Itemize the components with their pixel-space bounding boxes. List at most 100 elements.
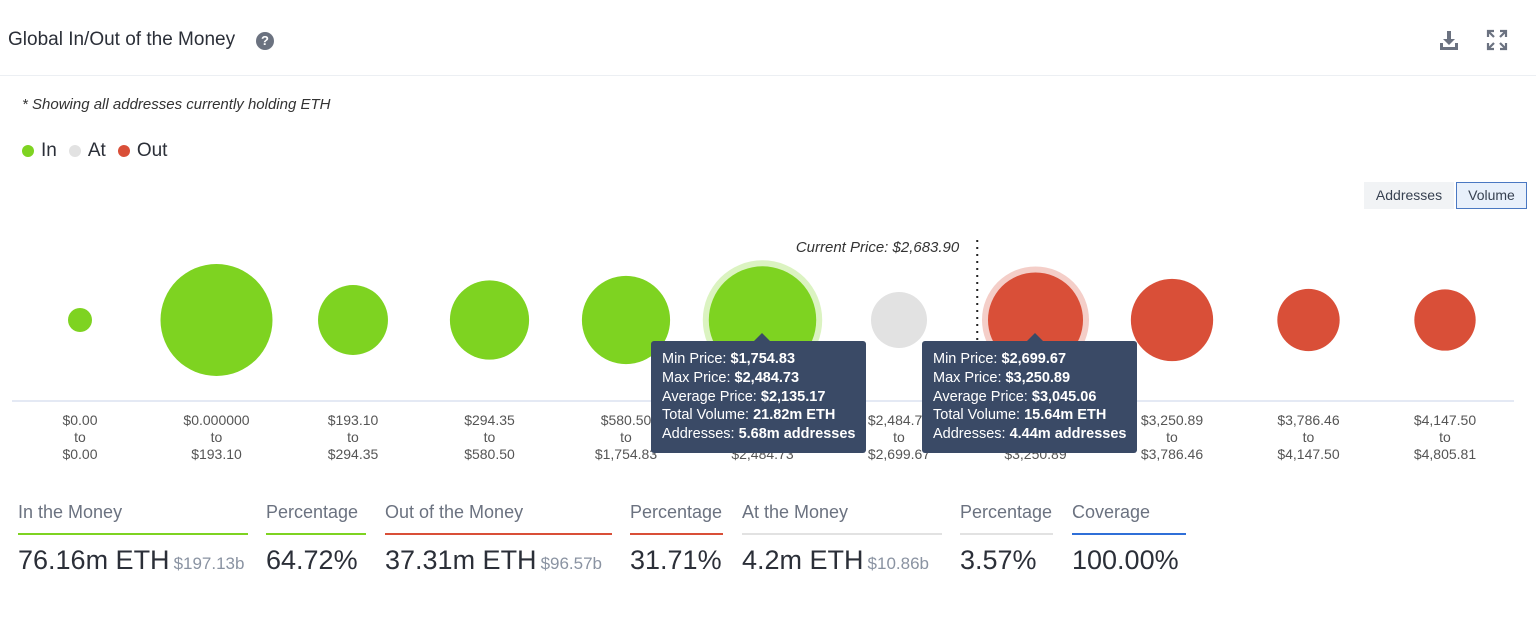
bubble-range-label: $580.50	[601, 412, 652, 428]
tooltip-label: Addresses:	[933, 426, 1006, 443]
stat-in-the-money: In the Money 76.16m ETH $197.13b	[18, 502, 248, 576]
bubble-range-label: to	[211, 429, 223, 445]
tooltip-label: Average Price:	[662, 388, 757, 405]
legend: In At Out	[22, 140, 179, 162]
bubble-range-label: to	[74, 429, 86, 445]
bubble-range-label: $1,754.83	[595, 446, 657, 462]
legend-in-dot	[22, 145, 34, 157]
tooltip-label: Max Price:	[662, 369, 731, 386]
stat-at-percentage: Percentage 3.57%	[960, 502, 1053, 576]
stat-label: Coverage	[1072, 502, 1186, 535]
bubble-out	[1414, 289, 1476, 351]
legend-out-dot	[117, 145, 130, 157]
addresses-toggle-button[interactable]: Addresses	[1364, 182, 1454, 209]
bubble-range-label: $294.35	[464, 412, 515, 428]
bubble-at	[871, 292, 927, 348]
legend-at[interactable]: At	[68, 140, 106, 162]
bubble-in	[160, 264, 273, 376]
stat-out-percentage: Percentage 31.71%	[630, 502, 723, 576]
bubble-range-label: $294.35	[328, 446, 379, 462]
tooltip-value: 5.68m addresses	[738, 426, 856, 443]
bubble-in	[449, 280, 530, 360]
stat-label: At the Money	[742, 502, 942, 535]
tooltip-value: $1,754.83	[730, 351, 796, 367]
stat-label: Percentage	[960, 502, 1053, 535]
legend-at-dot	[68, 145, 81, 157]
holding-note: * Showing all addresses currently holdin…	[22, 96, 331, 113]
bubble-range-label: $4,147.50	[1414, 412, 1476, 428]
bubble-range-label: $3,250.89	[1141, 412, 1203, 428]
bubble-range-label: $0.00	[62, 412, 97, 428]
tooltip-value: 4.44m addresses	[1009, 426, 1127, 443]
bubble-range-label: $4,805.81	[1414, 446, 1476, 462]
stat-in-percentage: Percentage 64.72%	[266, 502, 366, 576]
bubble-out	[1277, 288, 1340, 352]
legend-at-label: At	[87, 140, 106, 161]
tooltip-label: Min Price:	[933, 351, 998, 367]
bubble-range-label: to	[1166, 429, 1178, 445]
page-title: Global In/Out of the Money	[8, 29, 236, 50]
stat-label: Percentage	[630, 502, 723, 535]
stat-value: 4.2m ETH $10.86b	[742, 545, 942, 576]
bubble-range-label: $193.10	[328, 412, 379, 428]
download-icon[interactable]	[1437, 28, 1461, 52]
bubble-range-label: to	[484, 429, 496, 445]
tooltip-value: $3,250.89	[1005, 369, 1071, 386]
stat-label: Percentage	[266, 502, 366, 535]
legend-in-label: In	[41, 140, 57, 161]
tooltip-label: Min Price:	[662, 351, 727, 367]
stat-value-main: 37.31m ETH	[385, 545, 537, 575]
tooltip-label: Average Price:	[933, 388, 1028, 405]
stat-value-main: 4.2m ETH	[742, 545, 864, 575]
tooltip-value: $2,699.67	[1001, 351, 1067, 367]
bubble-range-label: $193.10	[191, 446, 242, 462]
stat-out-of-the-money: Out of the Money 37.31m ETH $96.57b	[385, 502, 612, 576]
tooltip-label: Total Volume:	[662, 407, 750, 424]
bubble-range-label: $3,786.46	[1141, 446, 1203, 462]
bubble-range-label: to	[1439, 429, 1451, 445]
help-icon[interactable]: ?	[256, 32, 274, 50]
bubble-range-label: $0.00	[62, 446, 97, 462]
tooltip-value: $2,484.73	[734, 369, 800, 386]
tooltip-label: Max Price:	[933, 369, 1002, 386]
bubble-range-label: $4,147.50	[1277, 446, 1339, 462]
stat-value: 31.71%	[630, 545, 722, 575]
bubble-tooltip-in: Min Price: $1,754.83 Max Price: $2,484.7…	[651, 333, 867, 453]
bubble-in	[318, 285, 388, 355]
tooltip-value: 21.82m ETH	[753, 407, 836, 424]
stat-value: 100.00%	[1072, 545, 1179, 575]
stat-value: 76.16m ETH $197.13b	[18, 545, 248, 576]
legend-in[interactable]: In	[22, 140, 57, 162]
current-price-label: Current Price: $2,683.90	[796, 239, 960, 256]
bubble-range-label: $3,786.46	[1277, 412, 1339, 428]
stat-value: 37.31m ETH $96.57b	[385, 545, 612, 576]
stat-value-main: 76.16m ETH	[18, 545, 170, 575]
bubble-range-label: to	[893, 429, 905, 445]
bubble-range-label: $0.000000	[183, 412, 249, 428]
stat-coverage: Coverage 100.00%	[1072, 502, 1186, 576]
header: Global In/Out of the Money ?	[0, 0, 1536, 76]
stat-at-the-money: At the Money 4.2m ETH $10.86b	[742, 502, 942, 576]
stat-value-usd: $10.86b	[867, 554, 929, 573]
bubble-tooltip-out: Min Price: $2,699.67 Max Price: $3,250.8…	[922, 333, 1138, 453]
bubble-range-label: $2,699.67	[868, 446, 930, 462]
bubble-range-label: to	[347, 429, 359, 445]
bubble-range-label: to	[1303, 429, 1315, 445]
stat-label: Out of the Money	[385, 502, 612, 535]
bubble-range-label: $580.50	[464, 446, 515, 462]
stat-value-usd: $197.13b	[173, 554, 245, 573]
expand-icon[interactable]	[1485, 28, 1509, 52]
stat-value: 64.72%	[266, 545, 358, 575]
tooltip-label: Total Volume:	[933, 407, 1021, 424]
stat-value-usd: $96.57b	[540, 554, 603, 573]
bubble-range-label: to	[620, 429, 632, 445]
tooltip-value: $3,045.06	[1031, 388, 1097, 405]
bubble-range-label: $2,484.73	[868, 412, 930, 428]
bubble-in	[68, 308, 92, 332]
bubble-in	[581, 275, 671, 365]
tooltip-label: Addresses:	[662, 426, 735, 443]
legend-out-label: Out	[136, 140, 168, 161]
legend-out[interactable]: Out	[117, 140, 168, 162]
volume-toggle-button[interactable]: Volume	[1456, 182, 1527, 209]
tooltip-value: $2,135.17	[760, 388, 826, 405]
